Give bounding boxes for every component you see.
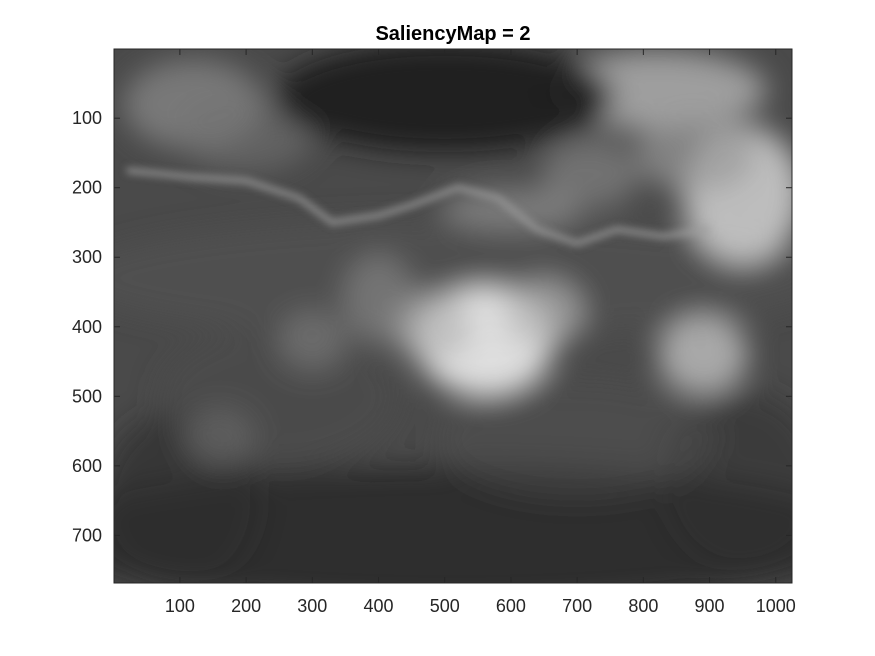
heatmap-blob [657,314,748,395]
y-tick-label: 200 [72,178,102,198]
y-tick-label: 600 [72,456,102,476]
x-tick-label: 100 [165,596,195,616]
x-axis: 100 200 300 400 500 600 700 800 900 1000 [165,49,796,616]
y-tick-label: 500 [72,386,102,406]
heatmap-blob [184,408,255,469]
heatmap-dark-top [274,49,615,153]
x-tick-label: 800 [628,596,658,616]
x-tick-label: 400 [363,596,393,616]
x-tick-label: 200 [231,596,261,616]
y-tick-label: 100 [72,108,102,128]
y-tick-label: 700 [72,525,102,545]
heatmap-blob [277,310,348,371]
x-tick-label: 1000 [756,596,796,616]
y-tick-label: 300 [72,247,102,267]
heatmap-blob [636,112,757,193]
x-tick-label: 500 [430,596,460,616]
x-tick-label: 700 [562,596,592,616]
y-axis: 100 200 300 400 500 600 700 [72,108,792,545]
saliency-heatmap [114,49,792,583]
x-tick-label: 300 [297,596,327,616]
heatmap-blob [114,218,792,339]
x-tick-label: 900 [695,596,725,616]
chart-title: SaliencyMap = 2 [375,23,530,45]
plot-frame [113,48,793,584]
x-tick-label: 600 [496,596,526,616]
heatmap-blob [540,138,641,209]
y-tick-label: 400 [72,317,102,337]
heatmap-blob [504,277,585,348]
heatmap-blob [343,253,414,344]
heatmap-blob [437,378,718,499]
heatmap-ridge [126,167,711,247]
heatmap-dark-bottom [114,465,792,583]
